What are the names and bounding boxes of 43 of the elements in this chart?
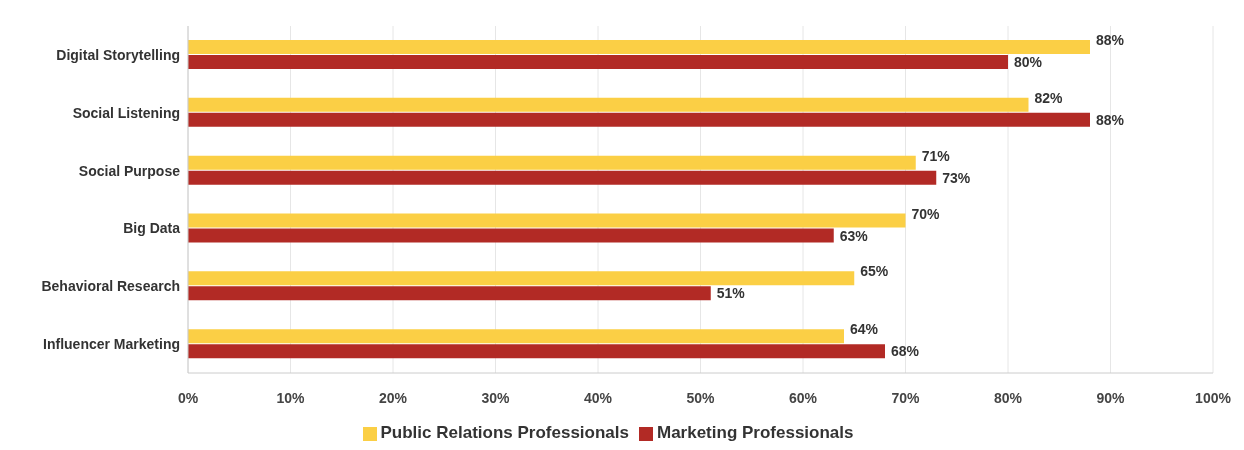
y-tick-label: Social Purpose <box>78 162 181 179</box>
x-tick-label: 40% <box>583 389 613 406</box>
bar <box>188 329 844 344</box>
x-tick-label: 70% <box>891 389 921 406</box>
data-label: 88% <box>1096 111 1125 128</box>
bar <box>188 112 1090 127</box>
data-label: 63% <box>839 227 869 244</box>
y-tick-label: Influencer Marketing <box>43 336 180 353</box>
x-tick-label: 80% <box>993 389 1023 406</box>
data-label: 71% <box>921 147 951 164</box>
bar <box>188 213 906 228</box>
x-tick-label: 10% <box>276 389 306 406</box>
y-tick-label: Digital Storytelling <box>56 46 180 63</box>
data-label: 80% <box>1014 54 1043 70</box>
x-tick-label: 60% <box>788 389 818 406</box>
data-label: 82% <box>1034 89 1064 106</box>
bar <box>188 271 855 286</box>
x-tick-label: 0% <box>177 389 199 406</box>
x-tick-label: 90% <box>1096 389 1126 406</box>
bar <box>188 97 1029 112</box>
bar <box>188 228 834 243</box>
x-tick-label: 30% <box>481 389 511 406</box>
bar <box>188 170 937 185</box>
data-label: 68% <box>891 343 920 360</box>
y-tick-label: Behavioral Research <box>41 278 180 295</box>
data-label: 70% <box>911 205 941 222</box>
x-tick-label: 20% <box>378 389 408 406</box>
data-label: 73% <box>942 169 971 186</box>
x-tick-label: 50% <box>686 389 716 406</box>
y-tick-label: Big Data <box>123 220 181 237</box>
bar <box>188 155 916 170</box>
legend-label: Marketing Professionals <box>656 423 854 442</box>
legend-label: Public Relations Professionals <box>380 423 629 442</box>
y-tick-label: Social Listening <box>72 104 180 121</box>
data-label: 88% <box>1096 32 1125 48</box>
data-label: 65% <box>860 263 889 280</box>
bar <box>188 55 1008 69</box>
bar <box>188 344 885 359</box>
data-label: 64% <box>850 321 879 338</box>
bar <box>188 40 1090 54</box>
bar <box>188 286 711 301</box>
data-label: 51% <box>716 285 746 302</box>
x-tick-label: 100% <box>1195 389 1232 406</box>
